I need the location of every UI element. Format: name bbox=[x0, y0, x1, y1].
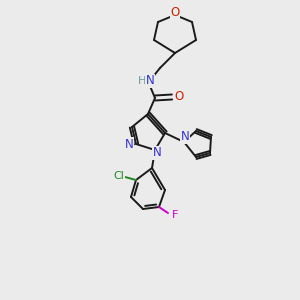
Text: N: N bbox=[146, 74, 154, 88]
Text: H: H bbox=[138, 76, 146, 86]
Text: O: O bbox=[170, 5, 180, 19]
Text: N: N bbox=[124, 137, 134, 151]
Text: Cl: Cl bbox=[114, 171, 124, 181]
Text: N: N bbox=[181, 130, 189, 143]
Text: N: N bbox=[153, 146, 161, 160]
Text: O: O bbox=[174, 91, 184, 103]
Text: F: F bbox=[172, 210, 178, 220]
